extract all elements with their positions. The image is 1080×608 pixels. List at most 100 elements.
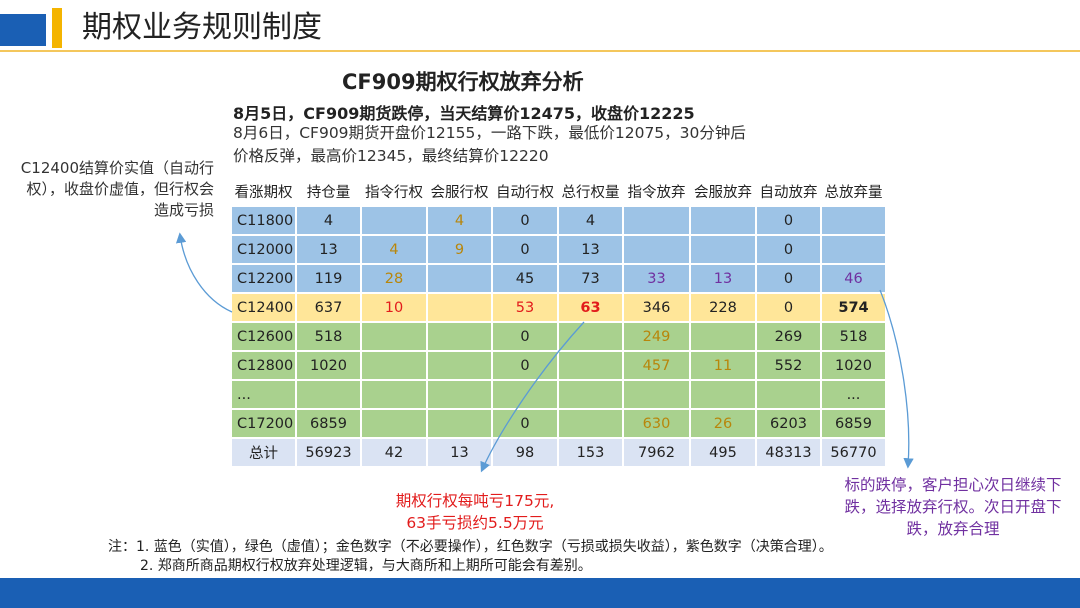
table-cell [691,323,755,350]
loss-annotation-line-2: 63手亏损约5.5万元 [406,514,544,532]
loss-annotation: 期权行权每吨亏175元, 63手亏损约5.5万元 [350,490,600,534]
table-cell: 11 [691,352,755,379]
table-cell: C12200 [232,265,295,292]
table-cell: 42 [362,439,426,466]
table-cell: 4 [559,207,622,234]
subtitle-description: 8月6日，CF909期货开盘价12155，一路下跌，最低价12075，30分钟后… [233,122,833,168]
table-cell: 457 [624,352,689,379]
table-cell [624,236,689,263]
table-cell: 53 [493,294,557,321]
left-annotation: C12400结算价实值（自动行权），收盘价虚值，但行权会造成亏损 [20,159,214,219]
col-header: 会服行权 [428,178,491,205]
table-cell: 13 [559,236,622,263]
table-cell: 总计 [232,439,295,466]
table-cell: 98 [493,439,557,466]
table-cell: ... [822,381,885,408]
table-cell [428,265,491,292]
table-cell: 0 [493,410,557,437]
table-cell: C12600 [232,323,295,350]
table-cell: 1020 [822,352,885,379]
table-cell: 495 [691,439,755,466]
table-row: C12600 518 0 249 269 518 [232,323,885,350]
table-cell: 0 [493,323,557,350]
page-header-title: 期权业务规则制度 [82,10,322,45]
table-cell [362,381,426,408]
table-cell: 637 [297,294,360,321]
table-cell: 4 [362,236,426,263]
table-cell: 46 [822,265,885,292]
loss-annotation-line-1: 期权行权每吨亏175元, [395,492,555,510]
table-row: ... ... [232,381,885,408]
table-cell: 56923 [297,439,360,466]
col-header: 自动放弃 [757,178,820,205]
table-cell: 249 [624,323,689,350]
table-cell [691,381,755,408]
table-cell [428,410,491,437]
table-cell: 346 [624,294,689,321]
table-cell: 6859 [822,410,885,437]
table-cell: 269 [757,323,820,350]
table-cell: C12400 [232,294,295,321]
table-cell: 45 [493,265,557,292]
table-cell: C17200 [232,410,295,437]
table-cell [428,323,491,350]
table-cell: ... [232,381,295,408]
col-header: 指令行权 [362,178,426,205]
table-cell: 9 [428,236,491,263]
table-cell [691,236,755,263]
slide-title: CF909期权行权放弃分析 [342,70,584,94]
table-cell [493,381,557,408]
table-total-row: 总计 56923 42 13 98 153 7962 495 48313 567… [232,439,885,466]
table-cell: C12800 [232,352,295,379]
table-cell: 13 [297,236,360,263]
exercise-table: 看涨期权 持仓量 指令行权 会服行权 自动行权 总行权量 指令放弃 会服放弃 自… [230,176,887,468]
table-cell [559,381,622,408]
col-header: 会服放弃 [691,178,755,205]
table-cell [822,207,885,234]
subtitle-line-2: 8月6日，CF909期货开盘价12155，一路下跌，最低价12075，30分钟后 [233,124,746,142]
table-cell: 630 [624,410,689,437]
table-row: C11800 4 4 0 4 0 [232,207,885,234]
table-cell: 0 [757,265,820,292]
table-cell [691,207,755,234]
table-cell: 0 [493,236,557,263]
table-row: C12200 119 28 45 73 33 13 0 46 [232,265,885,292]
header-yellow-bar [52,8,62,48]
footnote-1: 注：1. 蓝色（实值），绿色（虚值）；金色数字（不必要操作），红色数字（亏损或损… [108,539,833,555]
header-blue-block [0,14,46,46]
table-header-row: 看涨期权 持仓量 指令行权 会服行权 自动行权 总行权量 指令放弃 会服放弃 自… [232,178,885,205]
table-cell [624,207,689,234]
table-cell [822,236,885,263]
table-row: C12400 637 10 53 63 346 228 0 574 [232,294,885,321]
table-cell [757,381,820,408]
arrow-purple [879,289,914,469]
table-cell: 10 [362,294,426,321]
table-cell: 0 [757,207,820,234]
table-cell [428,352,491,379]
table-cell: 0 [757,236,820,263]
table-cell [559,352,622,379]
table-cell [624,381,689,408]
table-cell: 73 [559,265,622,292]
table-cell: 0 [493,207,557,234]
table-row: C12800 1020 0 457 11 552 1020 [232,352,885,379]
table-cell [559,323,622,350]
table-cell: 26 [691,410,755,437]
col-header: 指令放弃 [624,178,689,205]
table-cell: C12000 [232,236,295,263]
table-cell: 518 [297,323,360,350]
table-cell: 119 [297,265,360,292]
table-cell [297,381,360,408]
table-cell: 518 [822,323,885,350]
table-cell: 6859 [297,410,360,437]
table-cell: 574 [822,294,885,321]
table-cell: 56770 [822,439,885,466]
table-cell [559,410,622,437]
decision-annotation: 标的跌停，客户担心次日继续下跌，选择放弃行权。次日开盘下跌，放弃合理 [844,476,1062,538]
footnotes: 注：1. 蓝色（实值），绿色（虚值）；金色数字（不必要操作），红色数字（亏损或损… [108,538,833,576]
table-cell: 552 [757,352,820,379]
table-cell: 48313 [757,439,820,466]
table-cell: 63 [559,294,622,321]
arrow-red [480,321,585,473]
col-header: 总放弃量 [822,178,885,205]
